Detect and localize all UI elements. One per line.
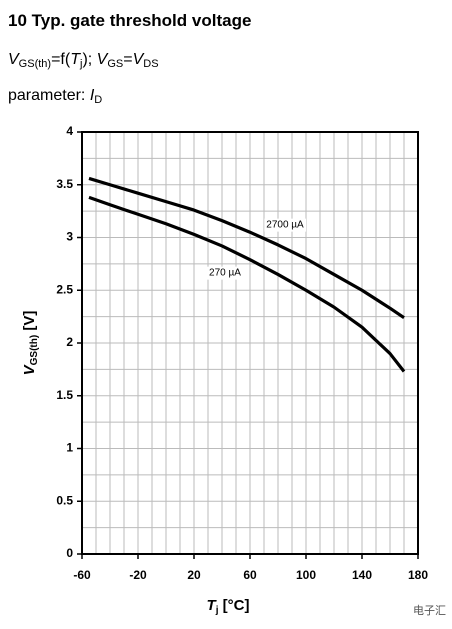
chart-title: 10 Typ. gate threshold voltage — [8, 11, 251, 30]
y-tick-label: 2 — [66, 335, 73, 349]
x-tick-label: 140 — [352, 568, 372, 582]
y-axis-label: VGS(th) [V] — [21, 311, 40, 376]
y-tick-label: 1.5 — [56, 388, 73, 402]
y-tick-label: 2.5 — [56, 282, 73, 296]
series-label-bg — [207, 266, 244, 280]
x-tick-label: 60 — [243, 568, 257, 582]
series-line — [88, 195, 406, 373]
y-tick-label: 3.5 — [56, 177, 73, 191]
series-label-bg — [264, 218, 307, 232]
y-tick-label: 0.5 — [56, 493, 73, 507]
y-tick-label: 4 — [66, 124, 73, 138]
x-tick-label: 100 — [296, 568, 316, 582]
x-tick-label: 20 — [187, 568, 201, 582]
subtitle: VGS(th)=f(Tj); VGS=VDS — [8, 51, 159, 70]
x-tick-label: 180 — [408, 568, 428, 582]
x-axis-label: Tj [°C] — [207, 597, 250, 616]
y-tick-label: 1 — [66, 441, 73, 455]
x-tick-label: -20 — [129, 568, 147, 582]
series-label: 270 µA — [209, 268, 241, 279]
series-line — [88, 176, 405, 320]
x-tick-label: -60 — [73, 568, 91, 582]
y-tick-label: 3 — [66, 230, 73, 244]
watermark: 电子汇 — [413, 604, 446, 617]
parameter: parameter: ID — [8, 87, 102, 106]
plot-frame — [81, 131, 419, 555]
series-label: 2700 µA — [266, 220, 304, 231]
y-tick-label: 0 — [66, 546, 73, 560]
